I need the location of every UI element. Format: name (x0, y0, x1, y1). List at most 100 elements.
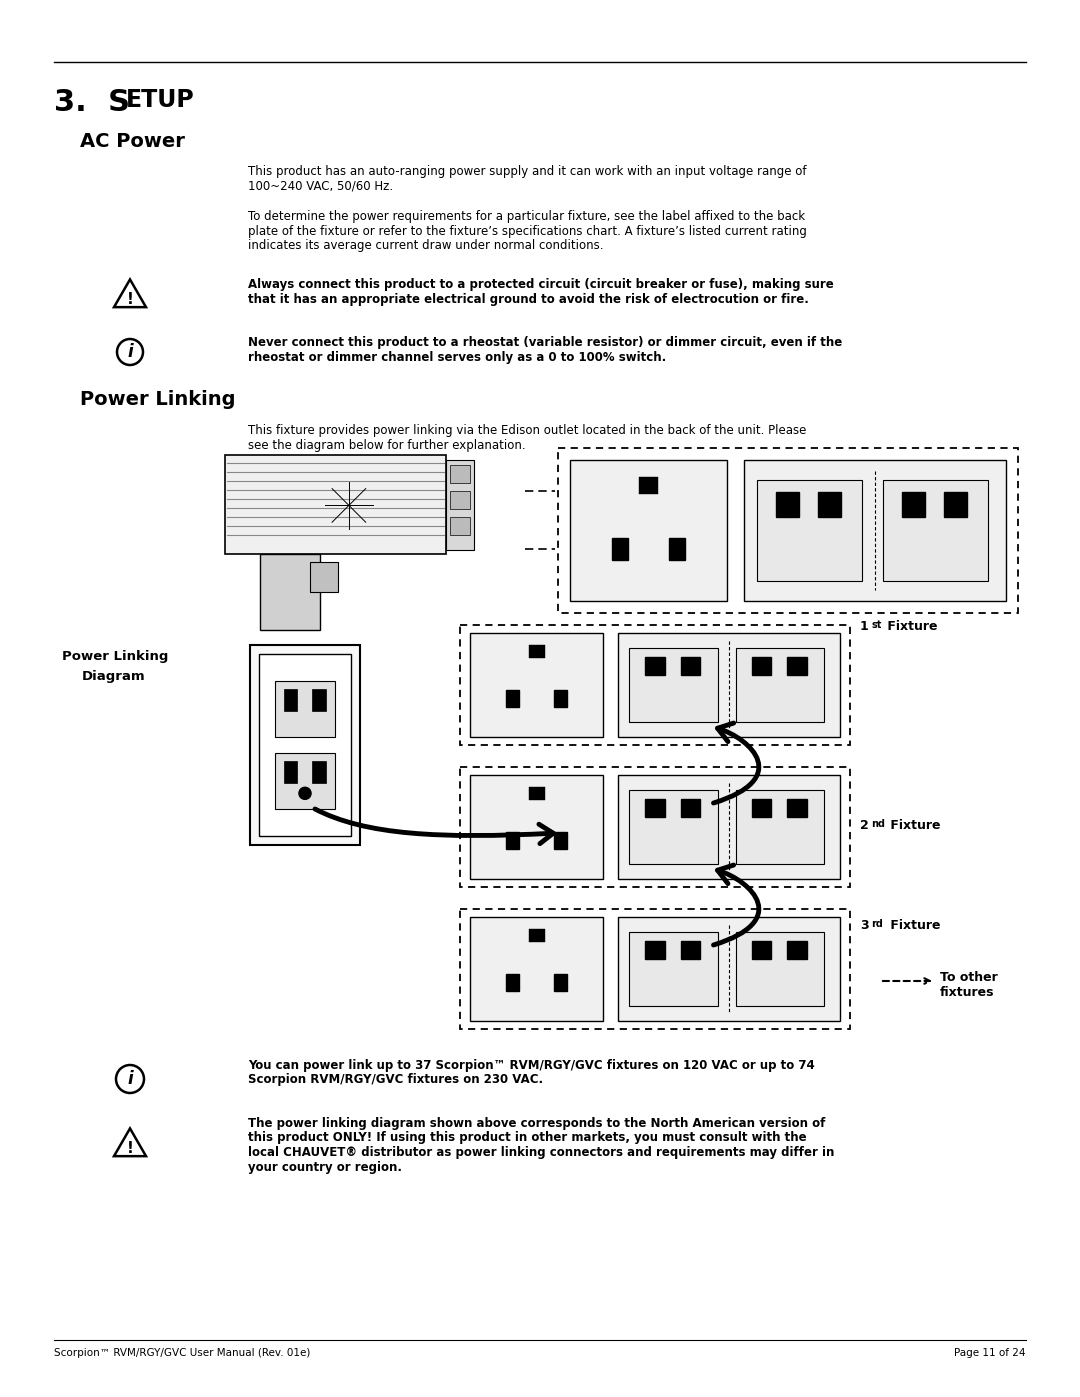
Text: Fixture: Fixture (883, 620, 937, 633)
Bar (274, 753, 335, 809)
Bar (752, 799, 771, 817)
Bar (618, 916, 840, 1021)
Text: You can power link up to 37 Scorpion™ RVM/RGY/GVC fixtures on 120 VAC or up to 7: You can power link up to 37 Scorpion™ RV… (248, 1059, 814, 1071)
Bar (752, 657, 771, 675)
Text: ETUP: ETUP (126, 88, 194, 112)
Bar (528, 788, 544, 800)
Text: This fixture provides power linking via the Edison outlet located in the back of: This fixture provides power linking via … (248, 425, 807, 437)
Text: Scorpion™ RVM/RGY/GVC User Manual (Rev. 01e): Scorpion™ RVM/RGY/GVC User Manual (Rev. … (54, 1348, 310, 1358)
Text: nd: nd (870, 819, 885, 828)
Text: st: st (870, 620, 881, 630)
Bar (505, 833, 519, 849)
Text: Fixture: Fixture (886, 919, 941, 932)
Bar (757, 479, 862, 581)
Text: Power Linking: Power Linking (62, 650, 168, 664)
Text: plate of the fixture or refer to the fixture’s specifications chart. A fixture’s: plate of the fixture or refer to the fix… (248, 225, 807, 237)
Circle shape (299, 788, 311, 799)
Bar (645, 657, 664, 675)
Text: that it has an appropriate electrical ground to avoid the risk of electrocution : that it has an appropriate electrical gr… (248, 292, 809, 306)
Text: !: ! (126, 1141, 134, 1155)
Bar (645, 799, 664, 817)
Bar (629, 648, 718, 722)
Text: Scorpion RVM/RGY/GVC fixtures on 230 VAC.: Scorpion RVM/RGY/GVC fixtures on 230 VAC… (248, 1073, 543, 1087)
Text: your country or region.: your country or region. (248, 1161, 402, 1173)
Bar (645, 940, 664, 960)
Text: local CHAUVET® distributor as power linking connectors and requirements may diff: local CHAUVET® distributor as power link… (248, 1146, 835, 1160)
Bar (618, 775, 840, 879)
Bar (735, 648, 824, 722)
Text: rd: rd (870, 919, 882, 929)
Text: 3.: 3. (54, 88, 97, 117)
FancyArrowPatch shape (714, 865, 759, 944)
FancyArrowPatch shape (714, 724, 759, 803)
Text: fixtures: fixtures (940, 986, 995, 999)
Text: Page 11 of 24: Page 11 of 24 (955, 1348, 1026, 1358)
Text: Power Linking: Power Linking (80, 390, 235, 409)
Bar (680, 657, 700, 675)
Bar (284, 689, 297, 711)
Bar (787, 799, 807, 817)
Text: AC Power: AC Power (80, 131, 185, 151)
Text: S: S (108, 88, 130, 117)
Bar (570, 460, 727, 601)
Text: indicates its average current draw under normal conditions.: indicates its average current draw under… (248, 239, 604, 251)
Bar (744, 460, 1005, 601)
Text: 2: 2 (860, 819, 868, 833)
Bar (612, 538, 629, 560)
Bar (505, 690, 519, 707)
Bar (944, 492, 967, 517)
Bar (819, 492, 841, 517)
Bar (460, 624, 850, 745)
Bar (554, 833, 567, 849)
Text: Never connect this product to a rheostat (variable resistor) or dimmer circuit, : Never connect this product to a rheostat… (248, 337, 842, 349)
Text: see the diagram below for further explanation.: see the diagram below for further explan… (248, 439, 526, 451)
Bar (446, 460, 474, 550)
Bar (505, 974, 519, 990)
Text: i: i (127, 1070, 133, 1088)
Text: 1: 1 (860, 620, 868, 633)
Circle shape (321, 478, 377, 534)
Bar (312, 761, 325, 782)
Bar (470, 775, 604, 879)
Bar (528, 645, 544, 658)
Text: To determine the power requirements for a particular fixture, see the label affi: To determine the power requirements for … (248, 210, 805, 224)
Bar (450, 465, 470, 483)
Bar (680, 799, 700, 817)
Text: Always connect this product to a protected circuit (circuit breaker or fuse), ma: Always connect this product to a protect… (248, 278, 834, 291)
Bar (312, 689, 325, 711)
Bar (787, 657, 807, 675)
Text: 100~240 VAC, 50/60 Hz.: 100~240 VAC, 50/60 Hz. (248, 179, 393, 193)
Text: rheostat or dimmer channel serves only as a 0 to 100% switch.: rheostat or dimmer channel serves only a… (248, 351, 666, 363)
Text: Diagram: Diagram (82, 671, 146, 683)
Bar (554, 974, 567, 990)
Bar (554, 690, 567, 707)
Bar (558, 448, 1018, 613)
Bar (259, 654, 351, 837)
Bar (274, 680, 335, 738)
Bar (249, 645, 360, 845)
Bar (310, 562, 338, 592)
Text: i: i (127, 344, 133, 360)
Text: The power linking diagram shown above corresponds to the North American version : The power linking diagram shown above co… (248, 1118, 825, 1130)
Text: !: ! (126, 292, 134, 307)
Bar (460, 767, 850, 887)
FancyArrowPatch shape (315, 809, 553, 844)
Bar (450, 517, 470, 535)
Bar (883, 479, 988, 581)
Bar (528, 929, 544, 942)
Bar (735, 789, 824, 865)
Bar (470, 633, 604, 738)
Text: Fixture: Fixture (886, 819, 941, 833)
Bar (629, 932, 718, 1006)
Bar (470, 916, 604, 1021)
Bar (752, 940, 771, 960)
Bar (618, 633, 840, 738)
Bar (777, 492, 799, 517)
Bar (284, 761, 297, 782)
Bar (629, 789, 718, 865)
Bar (669, 538, 685, 560)
Bar (787, 940, 807, 960)
Bar (460, 909, 850, 1030)
Text: This product has an auto-ranging power supply and it can work with an input volt: This product has an auto-ranging power s… (248, 165, 807, 177)
Text: 3: 3 (860, 919, 868, 932)
